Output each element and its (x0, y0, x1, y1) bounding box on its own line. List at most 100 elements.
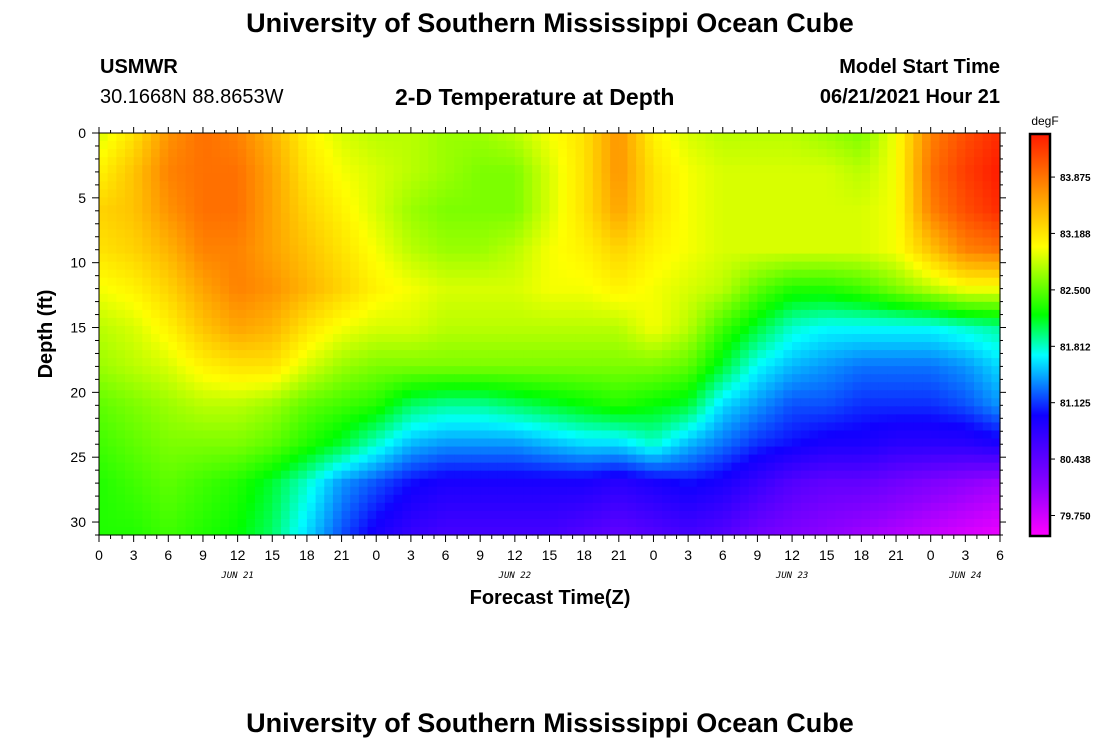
heatmap-cell (124, 390, 135, 399)
heatmap-cell (774, 494, 785, 504)
heatmap-cell (523, 342, 533, 351)
heatmap-cell (428, 261, 438, 271)
heatmap-cell (740, 382, 750, 391)
heatmap-cell (254, 502, 265, 512)
heatmap-cell (904, 422, 914, 432)
heatmap-cell (324, 358, 334, 367)
heatmap-cell (844, 189, 854, 198)
heatmap-cell (852, 253, 862, 263)
heatmap-cell (826, 205, 836, 214)
heatmap-cell (670, 390, 681, 399)
heatmap-cell (393, 229, 403, 239)
heatmap-cell (367, 454, 377, 464)
heatmap-cell (298, 366, 308, 375)
heatmap-cell (939, 414, 949, 424)
heatmap-cell (592, 293, 603, 303)
heatmap-cell (124, 398, 135, 407)
heatmap-cell (618, 301, 629, 311)
heatmap-cell (506, 494, 516, 504)
heatmap-cell (488, 213, 499, 223)
heatmap-cell (289, 478, 299, 488)
heatmap-cell (956, 422, 966, 432)
heatmap-cell (662, 350, 672, 359)
heatmap-cell (904, 229, 914, 239)
heatmap-cell (488, 342, 499, 351)
heatmap-cell (194, 478, 204, 488)
heatmap-cell (584, 325, 594, 335)
heatmap-cell (653, 325, 663, 335)
heatmap-cell (930, 141, 940, 150)
heatmap-cell (514, 494, 525, 504)
heatmap-cell (705, 205, 715, 214)
heatmap-cell (696, 221, 707, 231)
heatmap-cell (887, 229, 897, 239)
heatmap-cell (263, 253, 273, 263)
heatmap-cell (887, 446, 897, 456)
heatmap-cell (272, 462, 282, 472)
heatmap-cell (904, 462, 914, 472)
heatmap-cell (974, 237, 984, 247)
heatmap-cell (99, 422, 109, 432)
heatmap-cell (298, 454, 308, 464)
heatmap-cell (202, 157, 213, 166)
heatmap-cell (246, 165, 256, 174)
heatmap-cell (852, 478, 862, 488)
heatmap-cell (792, 221, 802, 231)
heatmap-cell (246, 334, 256, 343)
heatmap-cell (688, 390, 698, 399)
heatmap-cell (540, 406, 551, 415)
heatmap-cell (272, 510, 282, 520)
heatmap-cell (584, 398, 594, 407)
heatmap-cell (419, 390, 429, 399)
heatmap-cell (948, 374, 958, 383)
heatmap-cell (558, 462, 568, 472)
heatmap-cell (289, 245, 299, 255)
heatmap-cell (332, 494, 343, 504)
heatmap-cell (488, 510, 499, 520)
heatmap-cell (540, 454, 551, 464)
heatmap-cell (532, 253, 542, 263)
heatmap-cell (714, 309, 724, 319)
heatmap-cell (176, 486, 187, 496)
heatmap-cell (904, 301, 914, 311)
heatmap-cell (393, 325, 403, 335)
heatmap-cell (826, 350, 836, 359)
heatmap-cell (315, 149, 325, 158)
heatmap-cell (948, 502, 958, 512)
heatmap-cell (263, 334, 273, 343)
heatmap-cell (558, 189, 568, 198)
heatmap-cell (748, 157, 759, 166)
heatmap-cell (393, 205, 403, 214)
heatmap-cell (116, 494, 126, 504)
heatmap-cell (254, 398, 265, 407)
heatmap-cell (896, 133, 906, 142)
heatmap-cell (488, 494, 499, 504)
heatmap-cell (176, 269, 187, 279)
heatmap-cell (861, 181, 871, 190)
heatmap-cell (679, 342, 689, 351)
heatmap-cell (462, 494, 473, 504)
heatmap-cell (922, 470, 932, 480)
heatmap-cell (870, 197, 880, 206)
heatmap-cell (965, 165, 975, 174)
heatmap-cell (783, 173, 793, 182)
heatmap-cell (150, 438, 161, 448)
heatmap-cell (662, 422, 672, 432)
heatmap-cell (982, 446, 992, 456)
heatmap-cell (575, 165, 585, 174)
heatmap-cell (358, 350, 369, 359)
heatmap-cell (194, 245, 204, 255)
heatmap-cell (913, 197, 923, 206)
heatmap-cell (636, 309, 646, 319)
heatmap-cell (601, 342, 611, 351)
heatmap-cell (610, 245, 620, 255)
heatmap-cell (956, 430, 966, 440)
heatmap-cell (575, 470, 585, 480)
heatmap-cell (792, 406, 802, 415)
heatmap-cell (852, 149, 862, 158)
heatmap-cell (696, 269, 707, 279)
heatmap-cell (575, 446, 585, 456)
heatmap-cell (549, 133, 559, 142)
heatmap-cell (800, 157, 810, 166)
heatmap-cell (566, 189, 577, 198)
